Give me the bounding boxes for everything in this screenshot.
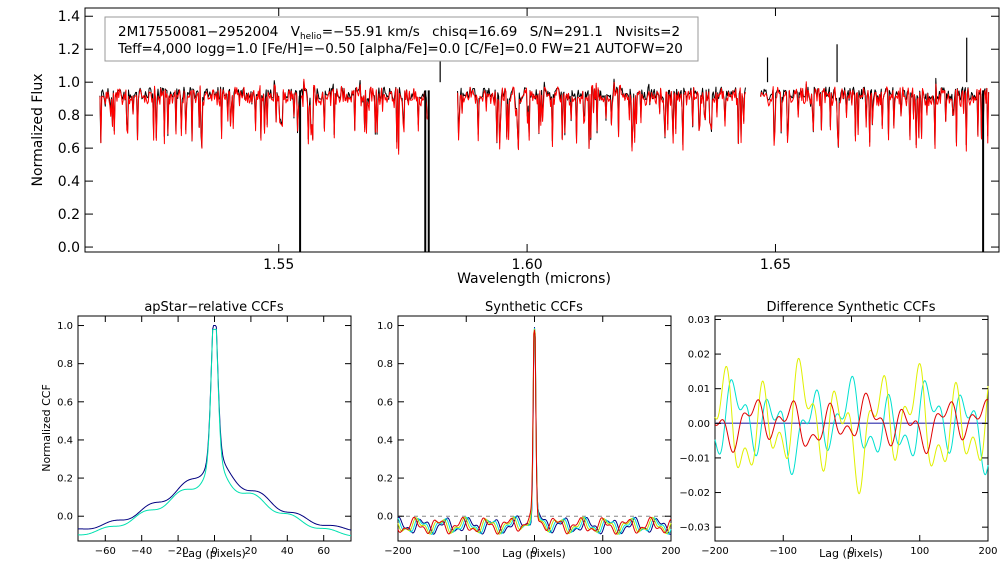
synthetic-ccf-frame — [397, 315, 672, 542]
y-tick-label: 0.2 — [58, 207, 80, 223]
difference-ccf-plot-area — [714, 357, 989, 495]
x-tick-label: 60 — [317, 546, 330, 557]
difference-ccf-axes: −200 −100 0 100 200 −0.03 −0.02 −0.01 0.00 0.01 0.… — [679, 315, 997, 557]
apstar-ccf-title: apStar−relative CCFs — [144, 300, 284, 315]
y-tick-label: 0.6 — [57, 397, 73, 408]
annotation-line-1: 2M17550081−2952004 Vhelio=−55.91 km/s ch… — [118, 24, 680, 42]
y-tick-label: −0.03 — [679, 523, 710, 534]
apstar-ccf-plot-area — [77, 325, 352, 537]
synthetic-ccf-line-0 — [397, 326, 672, 535]
y-tick-label: 0.0 — [377, 512, 393, 523]
y-tick-label: 0.2 — [57, 474, 73, 485]
annotation-line-2: Teff=4,000 logg=1.0 [Fe/H]=−0.50 [alpha/… — [117, 41, 683, 57]
x-tick-label: −20 — [168, 546, 189, 557]
y-tick-label: 0.00 — [688, 419, 710, 430]
x-tick-label: 0 — [531, 546, 537, 557]
x-tick-label: −100 — [770, 546, 797, 557]
spectrum-axes: 1.55 1.60 1.65 0.0 0.2 0.4 0.6 0.8 1.0 1.2 1.4 — [58, 8, 999, 273]
x-tick-label: 100 — [910, 546, 929, 557]
synthetic-ccf-line-3 — [397, 329, 672, 535]
y-tick-label: 0.8 — [377, 359, 393, 370]
snr-value: S/N=291.1 — [530, 24, 603, 40]
y-tick-label: −0.01 — [679, 453, 710, 464]
x-tick-label: −60 — [95, 546, 116, 557]
y-tick-label: −0.02 — [679, 488, 710, 499]
v-value: =−55.91 km/s — [322, 24, 420, 40]
difference-ccf-line-2 — [714, 357, 989, 495]
star-id: 2M17550081−2952004 — [118, 24, 278, 40]
nvisits-value: Nvisits=2 — [615, 24, 680, 40]
difference-ccf-panel: Difference Synthetic CCFs −200 −100 0 100 20… — [679, 300, 997, 560]
difference-ccf-line-3 — [714, 392, 989, 455]
x-tick-label: 1.60 — [512, 257, 543, 273]
y-tick-label: 1.4 — [58, 9, 80, 25]
model-flux-line — [457, 81, 747, 152]
v-label: V — [291, 24, 301, 40]
y-tick-label: 0.0 — [58, 240, 80, 256]
v-subscript: helio — [300, 32, 322, 42]
x-tick-label: −200 — [384, 546, 411, 557]
apstar-ccf-y-label: Normalized CCF — [40, 384, 53, 472]
y-tick-label: 0.03 — [688, 315, 710, 326]
apstar-ccf-x-label: Lag (pixels) — [182, 547, 246, 560]
apstar-ccf-axes: −60 −40 −20 0 20 40 60 0.0 0.2 0.4 0.6 0.8 1.0 — [57, 316, 351, 557]
y-tick-label: 0.4 — [377, 435, 393, 446]
y-tick-label: 0.02 — [688, 350, 710, 361]
x-tick-label: 200 — [661, 546, 680, 557]
spectrum-panel: 1.55 1.60 1.65 0.0 0.2 0.4 0.6 0.8 1.0 1.2 1.4 2M1… — [30, 7, 1000, 287]
x-tick-label: 100 — [593, 546, 612, 557]
synthetic-ccf-axes: −200 −100 0 100 200 0.0 0.2 0.4 0.6 0.8 1.0 — [377, 316, 681, 557]
x-tick-label: −100 — [453, 546, 480, 557]
spectrum-plot-frame — [84, 7, 1000, 253]
difference-ccf-x-label: Lag (pixels) — [819, 547, 883, 560]
spectrum-annotation-box: 2M17550081−2952004 Vhelio=−55.91 km/s ch… — [104, 16, 699, 62]
y-tick-label: 0.4 — [58, 174, 80, 190]
x-tick-label: 1.65 — [760, 257, 791, 273]
y-tick-label: 0.6 — [58, 141, 80, 157]
synthetic-ccf-panel: Synthetic CCFs −200 −100 0 100 200 0.0 0.2 0.4 0… — [377, 300, 680, 560]
y-tick-label: 0.6 — [377, 397, 393, 408]
x-tick-label: −200 — [701, 546, 728, 557]
x-tick-label: −40 — [131, 546, 152, 557]
synthetic-ccf-line-1 — [397, 327, 672, 535]
y-tick-label: 1.0 — [57, 321, 73, 332]
y-tick-label: 1.2 — [58, 42, 80, 58]
x-tick-label: 20 — [245, 546, 258, 557]
synthetic-ccf-plot-area — [397, 326, 672, 535]
y-tick-label: 0.01 — [688, 384, 710, 395]
y-tick-label: 0.0 — [57, 512, 73, 523]
ccf-line-1 — [77, 328, 352, 537]
spectrum-plot-area — [99, 37, 990, 252]
y-tick-label: 1.0 — [58, 75, 80, 91]
x-tick-label: 0 — [848, 546, 854, 557]
model-flux-line — [99, 78, 428, 155]
x-tick-label: 200 — [978, 546, 997, 557]
spectrum-y-label: Normalized Flux — [30, 74, 46, 187]
spectrum-x-label: Wavelength (microns) — [457, 271, 611, 287]
synthetic-ccf-line-2 — [397, 328, 672, 535]
y-tick-label: 0.4 — [57, 435, 73, 446]
apstar-ccf-frame — [77, 315, 352, 542]
y-tick-label: 0.8 — [57, 359, 73, 370]
synthetic-ccf-title: Synthetic CCFs — [485, 300, 583, 315]
synthetic-ccf-x-label: Lag (pixels) — [502, 547, 566, 560]
x-tick-label: 1.55 — [263, 257, 294, 273]
y-tick-label: 1.0 — [377, 321, 393, 332]
model-flux-line — [760, 81, 990, 152]
x-tick-label: 0 — [211, 546, 217, 557]
y-tick-label: 0.2 — [377, 474, 393, 485]
difference-ccf-title: Difference Synthetic CCFs — [766, 300, 935, 315]
chisq-value: chisq=16.69 — [432, 24, 517, 40]
x-tick-label: 40 — [281, 546, 294, 557]
annotation-background — [104, 16, 699, 62]
apstar-ccf-panel: apStar−relative CCFs −60 −40 −20 0 20 40 60 0.0… — [40, 300, 352, 560]
ccf-line-0 — [77, 325, 352, 531]
y-tick-label: 0.8 — [58, 108, 80, 124]
